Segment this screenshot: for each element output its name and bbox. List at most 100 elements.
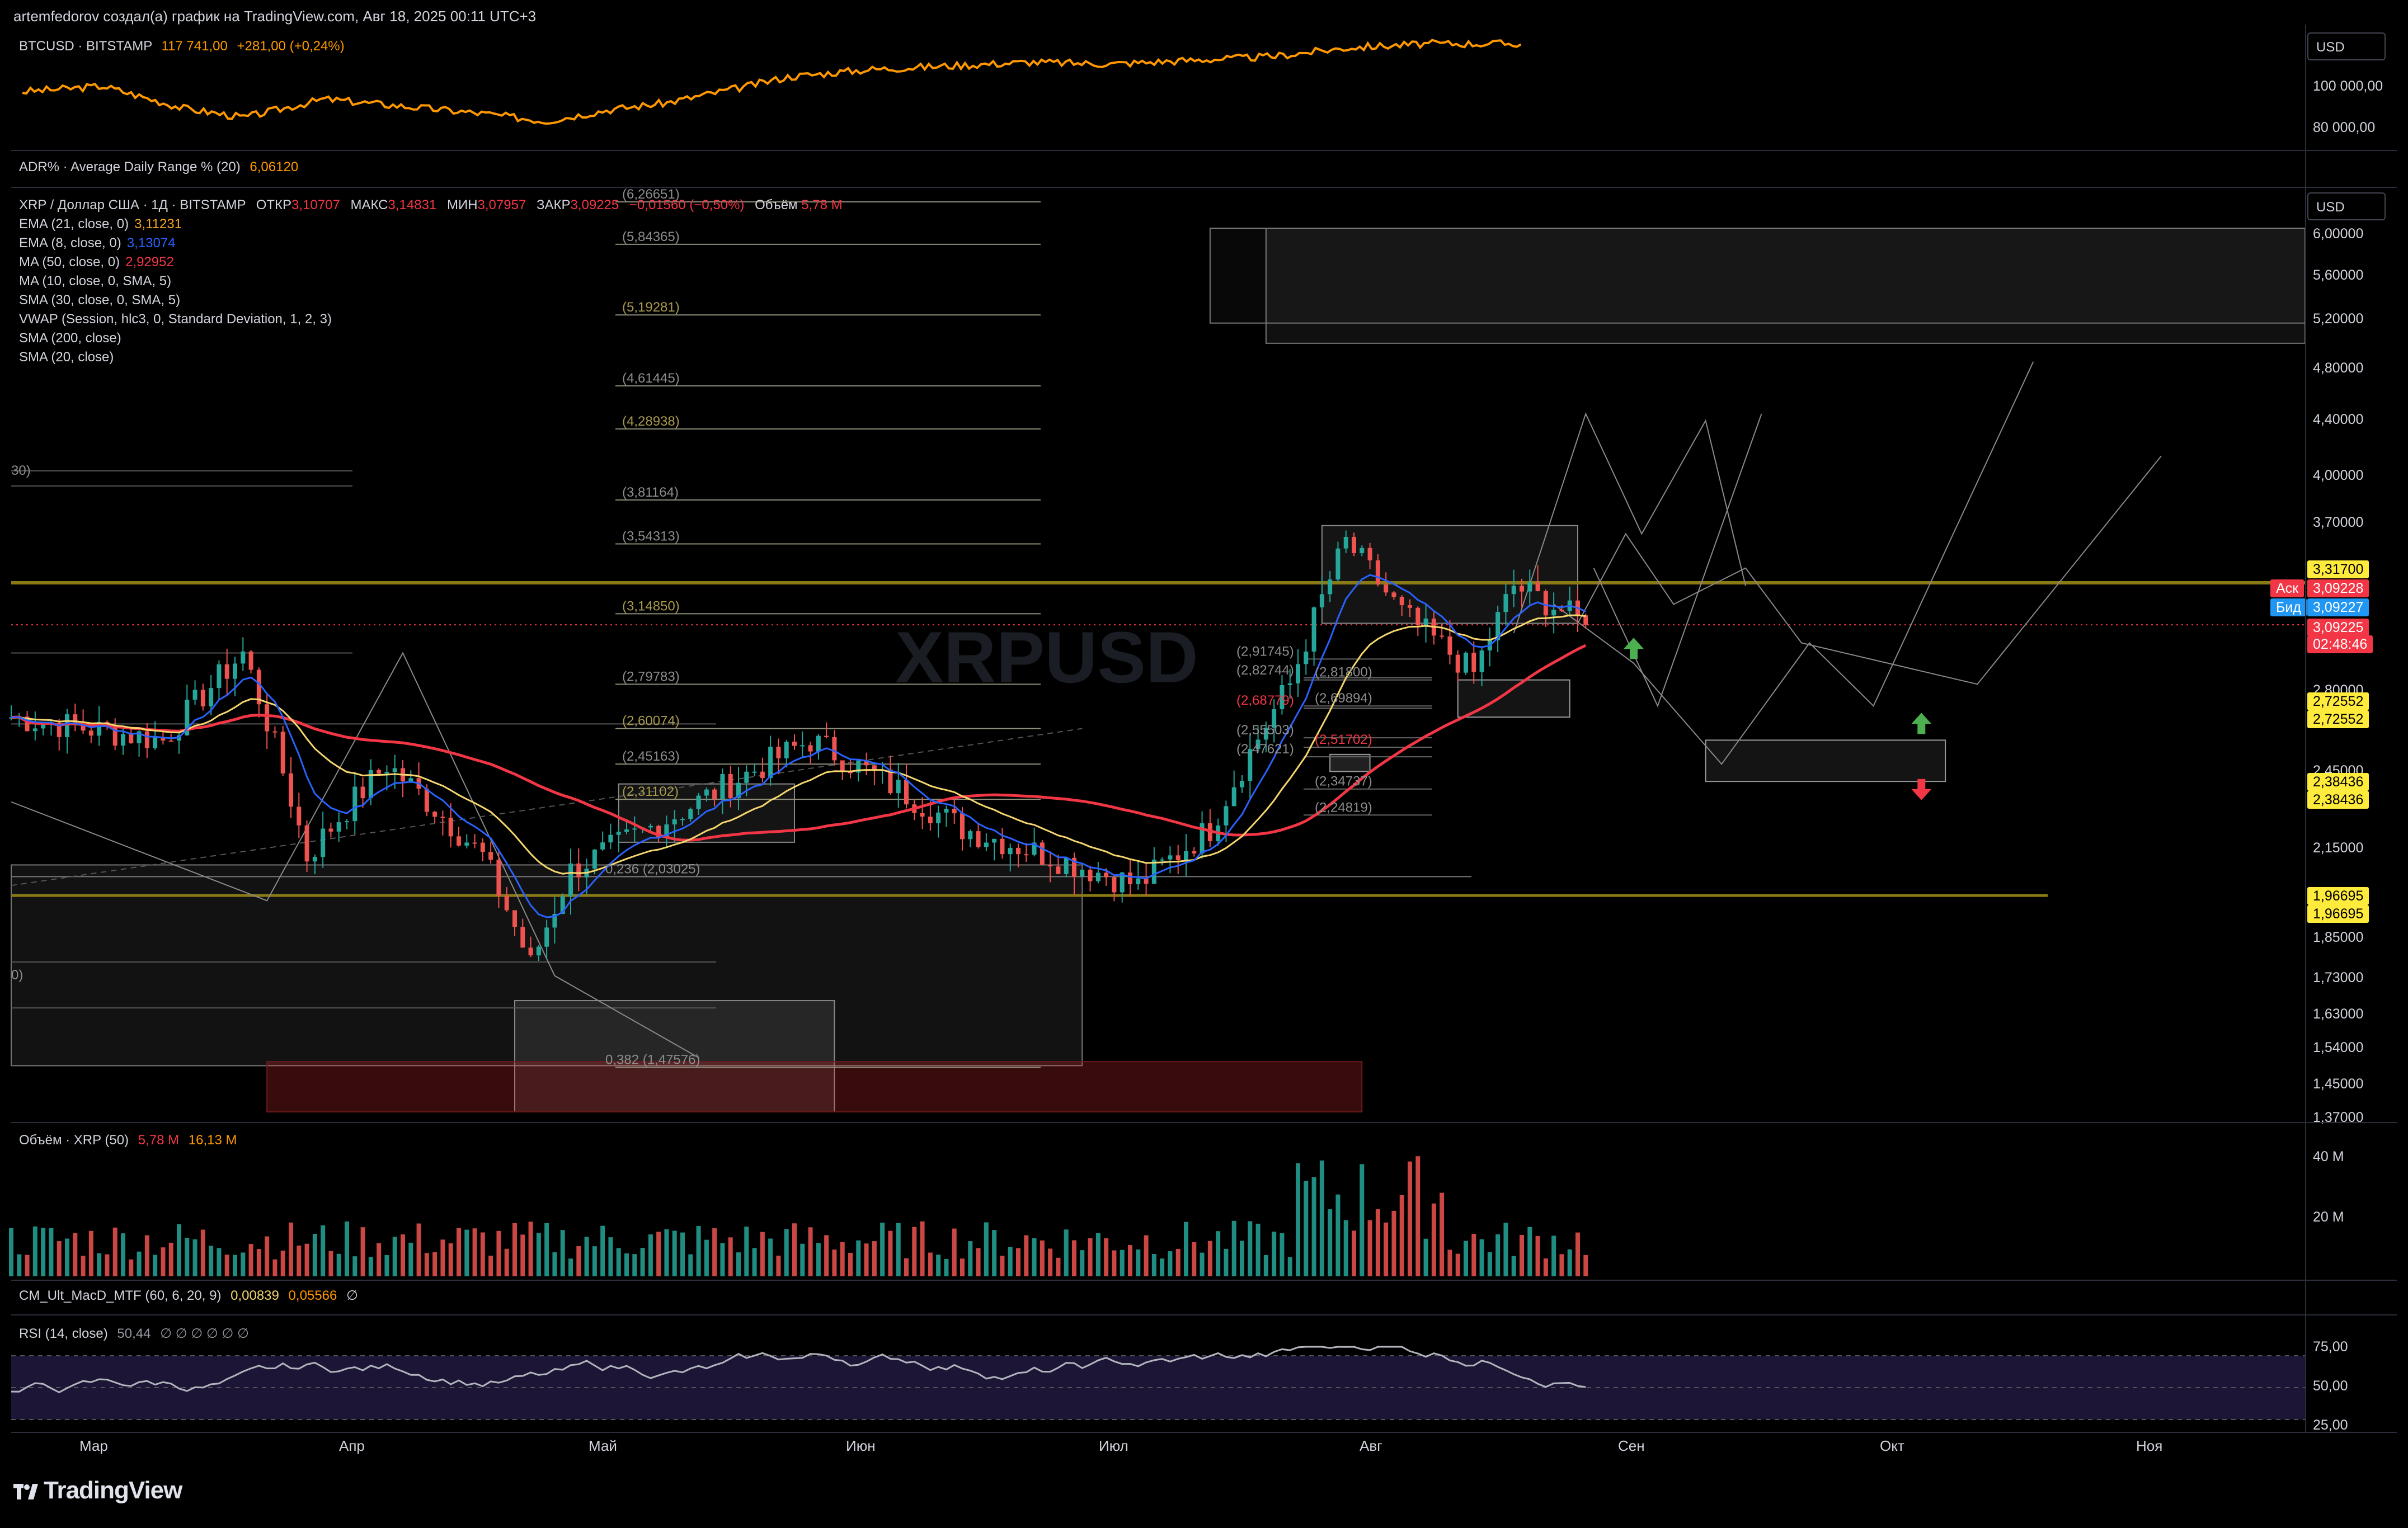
candle-body <box>544 927 549 947</box>
volume-v2: 16,13 M <box>188 1133 237 1148</box>
candle-body <box>1423 618 1428 625</box>
zone-box <box>1321 525 1579 624</box>
price-axis-label: 4,40000 <box>2313 412 2364 427</box>
candle-body <box>872 765 877 771</box>
candle-body <box>560 896 565 914</box>
candle-body <box>392 768 397 772</box>
indicator-row[interactable]: MA (50, close, 0) 2,92952 <box>19 253 843 272</box>
volume-bar <box>265 1236 270 1276</box>
volume-bar <box>1056 1257 1061 1276</box>
volume-bar <box>1224 1248 1229 1276</box>
candle-body <box>321 828 326 857</box>
xrp-legend[interactable]: XRP / Доллар США · 1Д · BITSTAMP ОТКР3,1… <box>19 196 843 367</box>
candle-body <box>1128 872 1132 885</box>
volume-bar <box>1263 1255 1268 1276</box>
candle-body <box>25 716 30 732</box>
candle-body <box>312 857 317 862</box>
xrp-currency-button[interactable]: USD <box>2307 192 2386 220</box>
rsi-legend[interactable]: RSI (14, close) 50,44 ∅ ∅ ∅ ∅ ∅ ∅ <box>19 1324 249 1343</box>
xrp-main-chart[interactable]: (6,26651) (5,84365) (5,19281) (4,61445) (4,2… <box>0 188 2305 1122</box>
indicator-row[interactable]: SMA (200, close) <box>19 329 843 348</box>
indicator-row[interactable]: SMA (30, close, 0, SMA, 5) <box>19 291 843 310</box>
candle-body <box>377 770 382 774</box>
pane-separator[interactable] <box>11 150 2397 151</box>
candle-body <box>1200 823 1205 853</box>
candle-body <box>1008 847 1013 855</box>
volume-bar <box>352 1256 358 1276</box>
fib-label: 0) <box>11 968 23 983</box>
indicator-name: SMA (20, close) <box>19 350 114 365</box>
candle-body <box>408 778 413 782</box>
volume-bar <box>1440 1192 1445 1276</box>
volume-bar <box>321 1225 326 1276</box>
candle-body <box>784 742 789 758</box>
volume-bar <box>832 1249 837 1276</box>
volume-bar <box>1455 1253 1460 1276</box>
candle-body <box>1520 586 1524 592</box>
price-tag: 3,09225 <box>2307 619 2369 636</box>
indicator-row[interactable]: SMA (20, close) <box>19 348 843 367</box>
volume-bar <box>1151 1254 1156 1276</box>
volume-y-label: 40 M <box>2313 1149 2344 1164</box>
volume-bar <box>272 1259 278 1276</box>
indicator-row[interactable]: VWAP (Session, hlc3, 0, Standard Deviati… <box>19 310 843 329</box>
fib-labels-layer: (6,26651) (5,84365) (5,19281) (4,61445) (4,2… <box>11 188 1372 1067</box>
volume-bar <box>1000 1256 1005 1276</box>
candle-body <box>1311 607 1316 652</box>
pane-separator[interactable] <box>11 1122 2397 1123</box>
candle-body <box>1263 727 1268 740</box>
volume-bar <box>304 1243 309 1276</box>
indicator-row[interactable]: EMA (8, close, 0) 3,13074 <box>19 234 843 253</box>
pane-separator[interactable] <box>11 187 2397 188</box>
zone-box <box>1265 228 2305 344</box>
candle-body <box>1024 854 1029 856</box>
fib-label: (2,51702) <box>1315 732 1372 747</box>
candle-body <box>224 664 229 679</box>
volume-bar <box>1464 1241 1468 1276</box>
indicator-name: MA (10, close, 0, SMA, 5) <box>19 273 172 289</box>
volume-bar <box>760 1232 765 1276</box>
fib-label: (2,55503) <box>1236 723 1294 738</box>
volume-bar <box>1360 1164 1365 1276</box>
pane-separator[interactable] <box>11 1280 2397 1281</box>
volume-bar <box>712 1228 717 1276</box>
price-side-tag: Аск <box>2270 579 2304 597</box>
price-axis-label: 5,20000 <box>2313 311 2364 327</box>
candle-body <box>528 947 533 956</box>
btc-change: +281,00 (+0,24%) <box>237 39 345 54</box>
macd-legend[interactable]: CM_Ult_MacD_MTF (60, 6, 20, 9) 0,00839 0… <box>19 1286 358 1305</box>
indicator-row[interactable]: MA (10, close, 0, SMA, 5) <box>19 272 843 291</box>
price-side-tag: Бид <box>2270 598 2307 616</box>
candle-body <box>1016 847 1020 855</box>
pane-separator[interactable] <box>11 1314 2397 1315</box>
candle-body <box>121 734 125 746</box>
candle-body <box>616 832 621 835</box>
candle-body <box>1328 579 1333 595</box>
volume-bar <box>1415 1156 1421 1276</box>
ohlc-close-key: ЗАКР <box>536 197 571 213</box>
zone-box <box>266 1061 1363 1113</box>
candle-body <box>744 771 749 783</box>
volume-bar <box>744 1227 749 1276</box>
price-axis-label: 4,00000 <box>2313 468 2364 483</box>
candle-body <box>256 669 261 705</box>
btc-currency-button[interactable]: USD <box>2307 32 2386 60</box>
volume-chart <box>9 1156 1588 1276</box>
volume-bar <box>392 1237 397 1276</box>
volume-bar <box>880 1222 885 1276</box>
btc-legend[interactable]: BTCUSD · BITSTAMP 117 741,00 +281,00 (+0… <box>19 37 345 56</box>
volume-bar <box>688 1254 693 1276</box>
volume-legend[interactable]: Объём · XRP (50) 5,78 M 16,13 M <box>19 1131 237 1150</box>
candle-body <box>1272 709 1277 728</box>
indicator-row[interactable]: EMA (21, close, 0) 3,11231 <box>19 215 843 234</box>
candle-body <box>345 821 349 823</box>
fib-label: 30) <box>11 463 31 478</box>
adr-legend[interactable]: ADR% · Average Daily Range % (20) 6,0612… <box>19 158 298 177</box>
volume-bar <box>1168 1251 1173 1276</box>
projection-path <box>1593 413 1762 708</box>
candle-body <box>648 826 653 828</box>
rsi-line <box>11 1346 1586 1394</box>
volume-bar <box>192 1239 197 1276</box>
volume-bar <box>1352 1230 1356 1276</box>
indicator-name: EMA (21, close, 0) <box>19 216 129 232</box>
